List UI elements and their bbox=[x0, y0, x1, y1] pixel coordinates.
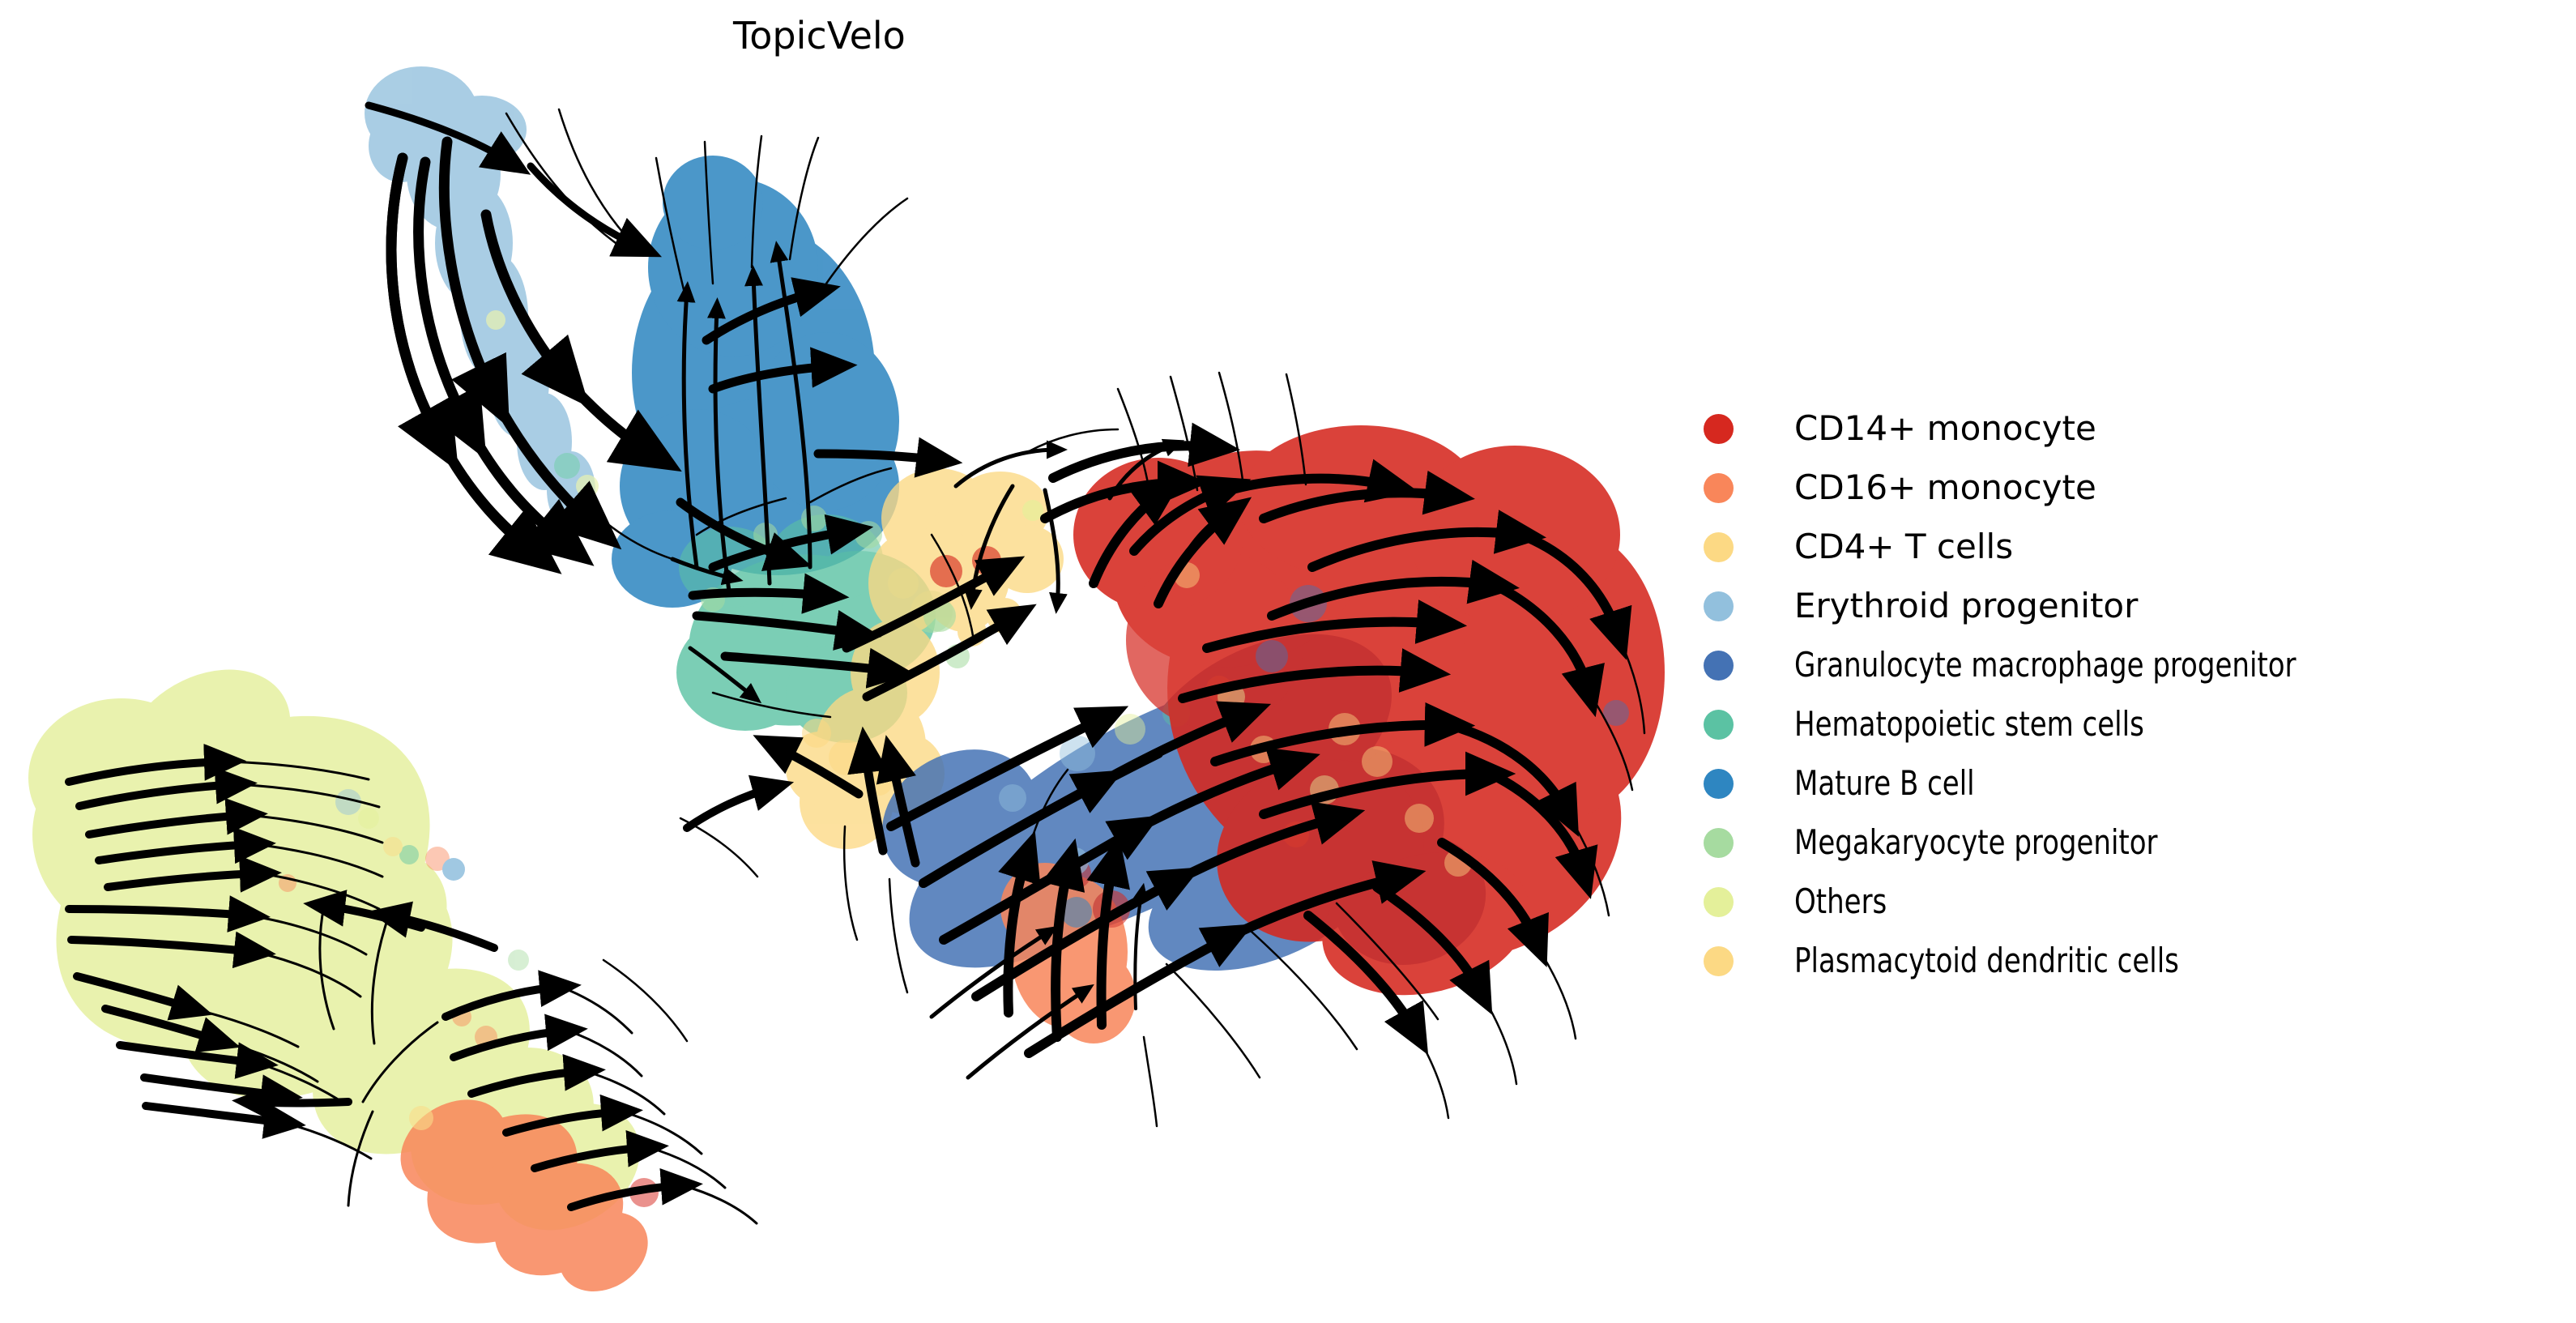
velocity-streamlines bbox=[65, 101, 1646, 1225]
legend-item-cd14-monocyte[interactable]: CD14+ monocyte bbox=[1689, 401, 2540, 460]
legend-item-erythroid-progenitor[interactable]: Erythroid progenitor bbox=[1689, 578, 2540, 638]
legend-marker-icon bbox=[1704, 887, 1734, 917]
legend-item-cd4-t-cells[interactable]: CD4+ T cells bbox=[1689, 519, 2540, 578]
legend-item-label: Mature B cell bbox=[1794, 763, 1975, 803]
cluster-cd16-tail bbox=[400, 1099, 659, 1292]
legend-item-others[interactable]: Others bbox=[1689, 874, 2540, 933]
legend-item-hematopoietic-stem-cells[interactable]: Hematopoietic stem cells bbox=[1689, 697, 2540, 756]
cluster-erythroid bbox=[365, 66, 599, 529]
page-title: TopicVelo bbox=[733, 14, 906, 58]
legend-marker-icon bbox=[1704, 473, 1734, 503]
legend-item-cd16-monocyte[interactable]: CD16+ monocyte bbox=[1689, 460, 2540, 519]
legend-item-label: CD14+ monocyte bbox=[1794, 408, 2096, 448]
legend-item-plasmacytoid-dendritic-cells[interactable]: Plasmacytoid dendritic cells bbox=[1689, 933, 2540, 992]
legend-item-label: Others bbox=[1794, 881, 1887, 921]
legend-item-label: Erythroid progenitor bbox=[1794, 586, 2139, 625]
legend-item-label: Megakaryocyte progenitor bbox=[1794, 822, 2158, 862]
legend-item-label: Plasmacytoid dendritic cells bbox=[1794, 941, 2179, 980]
legend-item-label: CD4+ T cells bbox=[1794, 527, 2014, 566]
legend-item-mature-b-cell[interactable]: Mature B cell bbox=[1689, 756, 2540, 815]
legend: CD14+ monocyte CD16+ monocyte CD4+ T cel… bbox=[1689, 401, 2540, 992]
legend-marker-icon bbox=[1704, 710, 1734, 740]
legend-item-label: Granulocyte macrophage progenitor bbox=[1794, 645, 2297, 685]
legend-marker-icon bbox=[1704, 591, 1734, 621]
velocity-stream-plot bbox=[28, 66, 1665, 1292]
legend-marker-icon bbox=[1704, 532, 1734, 562]
legend-item-label: Hematopoietic stem cells bbox=[1794, 704, 2144, 744]
legend-marker-icon bbox=[1704, 414, 1734, 444]
legend-item-megakaryocyte-progenitor[interactable]: Megakaryocyte progenitor bbox=[1689, 815, 2540, 874]
legend-marker-icon bbox=[1704, 769, 1734, 799]
legend-item-label: CD16+ monocyte bbox=[1794, 467, 2096, 507]
legend-marker-icon bbox=[1704, 946, 1734, 976]
legend-item-granulocyte-macrophage-progenitor[interactable]: Granulocyte macrophage progenitor bbox=[1689, 638, 2540, 697]
legend-marker-icon bbox=[1704, 651, 1734, 681]
legend-marker-icon bbox=[1704, 828, 1734, 858]
